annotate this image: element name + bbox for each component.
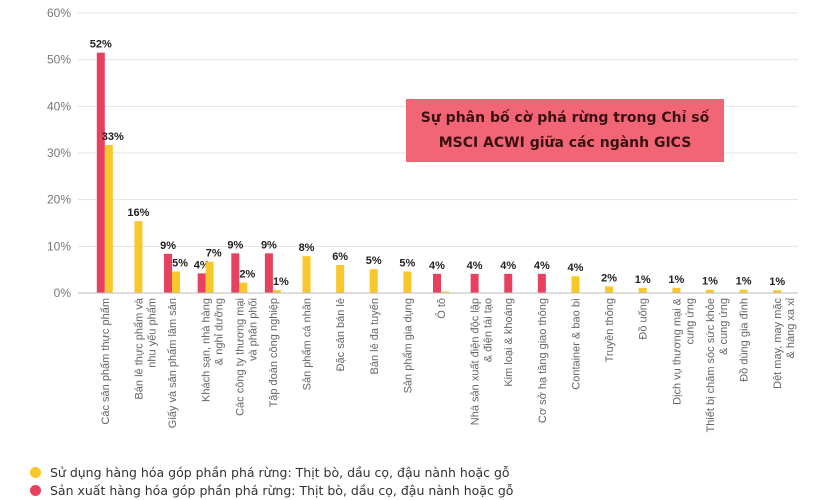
data-label-produce: 4%	[429, 260, 445, 272]
bar-use	[571, 276, 580, 293]
data-label-produce: 4%	[534, 260, 550, 272]
data-label-use: 2%	[239, 269, 255, 281]
bar-use	[134, 221, 143, 293]
x-tick-label: Các công ty thương mạivà phân phối	[234, 298, 259, 416]
y-tick-label: 40%	[47, 99, 71, 113]
legend-item-use: Sử dụng hàng hóa góp phần phá rừng: Thịt…	[30, 463, 513, 481]
bar-produce	[470, 273, 479, 293]
bar-produce	[537, 273, 546, 293]
x-tick-label: Đặc sản bán lẻ	[335, 298, 347, 371]
data-label-produce: 9%	[261, 239, 277, 251]
x-tick-label: Truyền thông	[604, 298, 616, 362]
bar-produce	[264, 253, 273, 293]
x-tick-label: Dịch vụ thương mại &cung ứng	[671, 297, 696, 405]
bar-use	[773, 290, 782, 293]
x-tick-label: Tập đoàn công nghiệp	[268, 298, 280, 407]
data-label-use: 1%	[769, 276, 785, 288]
data-label-use: 1%	[736, 276, 752, 288]
data-label-produce: 4%	[500, 260, 516, 272]
bar-produce	[231, 253, 240, 293]
data-label-use: 5%	[366, 255, 382, 267]
x-tick-label: Bán lẻ thực phẩm vànhu yếu phẩm	[133, 297, 158, 399]
bar-use	[205, 261, 214, 293]
data-label-use: 16%	[127, 207, 149, 219]
data-label-use: 2%	[601, 272, 617, 284]
bar-use	[104, 145, 113, 293]
data-label-use: 1%	[702, 276, 718, 288]
legend-label-produce: Sản xuất hàng hóa góp phần phá rừng: Thị…	[50, 482, 514, 498]
chart-title-line-1: Sự phân bố cờ phá rừng trong Chỉ số	[420, 109, 710, 126]
data-label-use: 33%	[102, 131, 124, 143]
x-tick-label: Khách sạn, nhà hàng& nghỉ dưỡng	[201, 298, 226, 402]
x-tick-label: Ô tô	[435, 298, 448, 319]
x-tick-label: Đồ dùng gia đình	[739, 298, 751, 382]
x-tick-label: Thiết bị chăm sóc sức khỏe& cung ứng	[705, 298, 730, 433]
bar-produce	[96, 52, 105, 293]
legend-item-produce: Sản xuất hàng hóa góp phần phá rừng: Thị…	[30, 481, 513, 499]
chart-title: Sự phân bố cờ phá rừng trong Chỉ số MSCI…	[406, 99, 724, 162]
y-tick-label: 20%	[47, 193, 71, 207]
chart-title-line-2: MSCI ACWI giữa các ngành GICS	[438, 134, 692, 151]
data-label-use: 8%	[299, 242, 315, 254]
bar-use	[705, 289, 714, 293]
bar-produce	[164, 253, 173, 293]
data-label-use: 1%	[668, 274, 684, 286]
x-tick-label: Đồ uống	[638, 298, 650, 340]
y-tick-label: 30%	[47, 146, 71, 160]
y-tick-label: 10%	[47, 239, 71, 253]
y-tick-label: 0%	[54, 286, 72, 300]
data-label-use: 1%	[273, 276, 289, 288]
bar-produce	[433, 273, 441, 293]
data-label-use: 5%	[172, 258, 188, 270]
data-label-produce: 4%	[467, 260, 483, 272]
y-tick-label: 50%	[47, 53, 71, 67]
bar-produce	[197, 273, 206, 293]
data-label-produce: 9%	[227, 239, 243, 251]
bar-use	[638, 287, 647, 293]
x-tick-label: Container & bao bì	[570, 298, 582, 390]
x-tick-label: Sản phẩm gia dụng	[402, 298, 414, 393]
data-label-produce: 9%	[160, 240, 176, 252]
data-label-use: 6%	[332, 251, 348, 263]
legend: Sử dụng hàng hóa góp phần phá rừng: Thịt…	[30, 463, 513, 499]
bar-produce	[504, 273, 513, 293]
x-tick-label: Nhà sản xuất điện độc lập& điện tái tạo	[470, 298, 495, 425]
bar-use	[272, 290, 281, 293]
bar-use	[239, 282, 248, 293]
x-tick-label: Giấy và sản phẩm lâm sản	[167, 298, 179, 428]
bar-use	[369, 269, 378, 293]
data-label-use: 5%	[399, 258, 415, 270]
bar-use	[441, 291, 449, 293]
x-tick-label: Bán lẻ đa tuyến	[369, 298, 381, 374]
data-label-produce: 52%	[90, 39, 112, 51]
data-label-use: 1%	[635, 274, 651, 286]
legend-swatch-produce	[30, 484, 41, 496]
bar-use	[172, 271, 181, 293]
legend-swatch-use	[30, 466, 41, 478]
y-tick-label: 60%	[47, 6, 71, 20]
bar-use	[302, 256, 311, 293]
x-tick-label: Kim loại & khoáng	[503, 298, 515, 387]
legend-label-use: Sử dụng hàng hóa góp phần phá rừng: Thịt…	[50, 464, 510, 480]
x-tick-label: Các sản phẩm thực phẩm	[100, 298, 112, 425]
bar-use	[605, 286, 614, 293]
bar-use	[672, 287, 681, 293]
bar-use	[336, 265, 345, 293]
x-tick-label: Dệt may, may mặc& hàng xa xỉ	[772, 297, 797, 388]
bar-use	[403, 271, 412, 293]
bar-use	[739, 289, 748, 293]
data-label-use: 7%	[206, 248, 222, 260]
x-tick-label: Sản phẩm cá nhân	[302, 298, 314, 390]
x-tick-label: Cơ sở hạ tầng giao thông	[537, 298, 549, 423]
data-label-use: 4%	[568, 262, 584, 274]
